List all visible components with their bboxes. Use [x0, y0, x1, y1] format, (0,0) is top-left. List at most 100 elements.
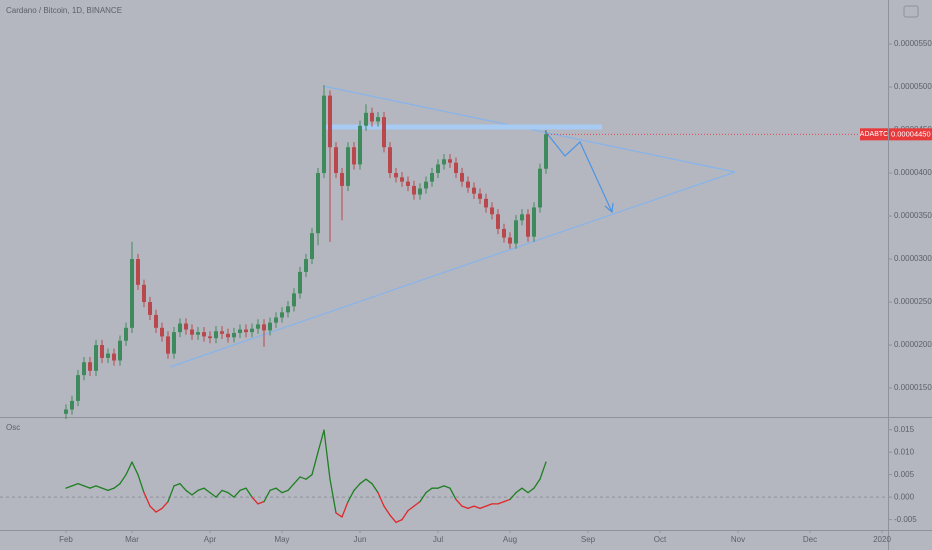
candle-body	[472, 187, 476, 194]
x-tick-label: Jun	[354, 535, 367, 544]
candle-body	[448, 159, 452, 163]
osc-segment	[209, 492, 217, 498]
osc-segment	[131, 461, 139, 476]
osc-segment	[263, 489, 271, 503]
candle-body	[76, 375, 80, 401]
candle-body	[226, 333, 230, 338]
x-tick-label: Mar	[125, 535, 139, 544]
candle-body	[514, 220, 518, 244]
settings-icon[interactable]	[903, 5, 919, 18]
candle-body	[406, 181, 410, 186]
candle-body	[538, 168, 542, 208]
candle-body	[268, 322, 272, 331]
osc-segment	[335, 512, 343, 518]
osc-segment	[185, 489, 193, 496]
osc-segment	[341, 501, 349, 518]
candle-body	[244, 329, 248, 333]
osc-segment	[497, 501, 505, 505]
candle-body	[400, 177, 404, 182]
candle-body	[196, 332, 200, 335]
candle-body	[454, 162, 458, 174]
candle-body	[310, 233, 314, 260]
osc-segment	[383, 505, 391, 516]
osc-segment	[71, 483, 79, 487]
x-tick-label: Feb	[59, 535, 73, 544]
chart-title: Cardano / Bitcoin, 1D, BINANCE	[6, 6, 122, 15]
candle-body	[508, 237, 512, 244]
candle-body	[394, 173, 398, 178]
candle-body	[502, 228, 506, 238]
candle-body	[376, 117, 380, 122]
projection-arrowhead	[604, 202, 614, 214]
x-tick-label: Aug	[503, 535, 517, 544]
osc-segment	[311, 451, 319, 476]
osc-segment	[359, 478, 367, 485]
candle-body	[214, 331, 218, 339]
osc-segment	[191, 489, 199, 496]
candle-body	[424, 181, 428, 189]
osc-segment	[83, 485, 91, 489]
osc-segment	[389, 514, 397, 524]
osc-segment	[287, 483, 295, 492]
candle-body	[352, 147, 356, 165]
osc-segment	[251, 496, 259, 505]
osc-segment	[149, 505, 157, 513]
osc-segment	[539, 461, 547, 480]
osc-segment	[233, 489, 241, 498]
osc-segment	[479, 505, 487, 510]
osc-segment	[293, 476, 301, 485]
candle-body	[346, 147, 350, 186]
osc-segment	[197, 487, 205, 492]
candle-body	[412, 185, 416, 195]
osc-segment	[533, 478, 541, 489]
symbol-label: ADABTC	[860, 131, 888, 138]
candle-body	[298, 271, 302, 294]
candle-body	[82, 362, 86, 376]
candle-body	[322, 95, 326, 174]
candle-body	[154, 314, 158, 328]
candle-body	[160, 327, 164, 337]
candle-body	[478, 193, 482, 199]
osc-segment	[449, 487, 457, 501]
candle-body	[466, 181, 470, 188]
x-tick-label: Apr	[204, 535, 217, 544]
projection-path	[544, 130, 613, 213]
candle-body	[112, 353, 116, 361]
symbol-tag	[860, 128, 888, 141]
price-tag	[889, 128, 932, 141]
candle-body	[208, 336, 212, 339]
candle-body	[100, 345, 104, 358]
osc-segment	[323, 429, 331, 480]
osc-segment	[143, 492, 151, 507]
osc-segment	[221, 489, 229, 494]
candle-body	[292, 293, 296, 307]
candle-body	[124, 327, 128, 341]
osc-segment	[419, 492, 427, 503]
candle-body	[172, 332, 176, 354]
osc-segment	[371, 483, 379, 494]
osc-segment	[125, 461, 133, 476]
osc-y-tick-label: 0.015	[894, 425, 915, 434]
osc-segment	[473, 505, 481, 510]
candle-body	[526, 214, 530, 237]
candle-body	[256, 324, 260, 329]
osc-segment	[167, 485, 175, 503]
osc-segment	[515, 487, 523, 494]
osc-segment	[215, 489, 223, 498]
candles	[64, 85, 548, 419]
candle-body	[106, 353, 110, 358]
candle-body	[442, 159, 446, 165]
osc-segment	[461, 505, 469, 510]
osc-segment	[443, 485, 451, 489]
osc-segment	[353, 483, 361, 492]
y-tick-label: 0.00005500	[894, 39, 932, 48]
candle-body	[220, 331, 224, 334]
osc-segment	[119, 474, 127, 485]
